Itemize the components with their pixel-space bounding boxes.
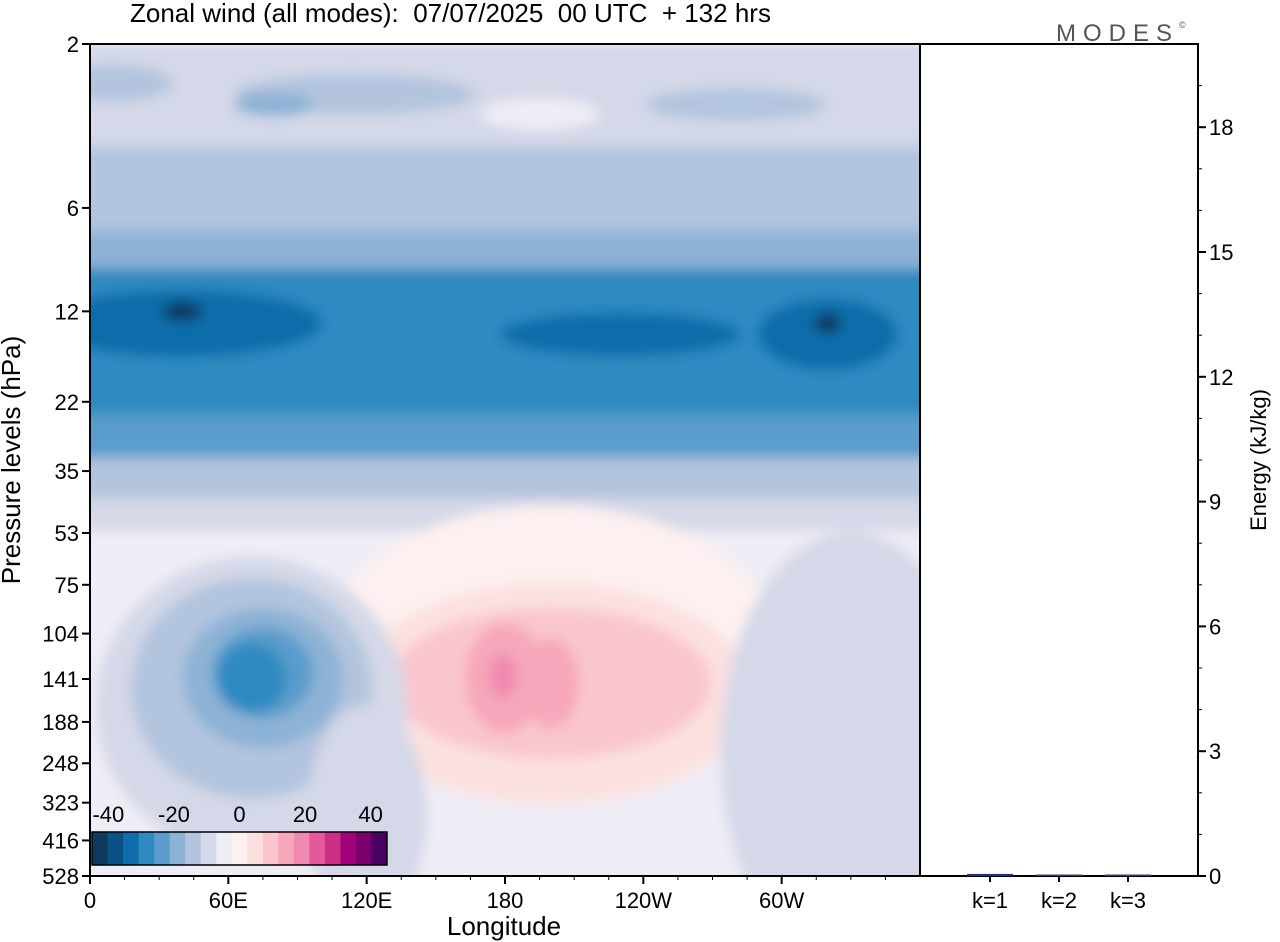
colorbar-swatch xyxy=(324,832,341,865)
colorbar-swatch xyxy=(262,832,279,865)
colorbar-tick-label: 0 xyxy=(233,802,245,827)
colorbar-swatch xyxy=(355,832,372,865)
jet-core-west xyxy=(90,289,323,358)
y-tick-label: 12 xyxy=(55,299,79,324)
colorbar-swatch xyxy=(216,832,233,865)
x-tick-label: 120W xyxy=(615,888,673,913)
energy-tick-label: 0 xyxy=(1209,864,1221,889)
energy-tick-label: 15 xyxy=(1209,240,1233,265)
y-tick-label: 35 xyxy=(55,459,79,484)
jet-core-east xyxy=(757,298,898,371)
y-tick-label: 248 xyxy=(42,751,79,776)
axes: 0 60E 120E 180 120W 60W2612223553751041411882… xyxy=(42,32,1233,913)
energy-panel-frame xyxy=(919,43,1199,877)
chart-title: Zonal wind (all modes): 07/07/2025 00 UT… xyxy=(130,0,771,28)
y-tick-label: 75 xyxy=(55,573,79,598)
band-24-32 xyxy=(90,414,920,458)
energy-category-label: k=1 xyxy=(972,888,1008,913)
y-tick-label: 528 xyxy=(42,864,79,889)
colorbar-tick-label: 20 xyxy=(293,802,317,827)
energy-tick-label: 18 xyxy=(1209,115,1233,140)
energy-category-label: k=3 xyxy=(1110,888,1146,913)
band-32-42 xyxy=(90,457,920,499)
x-tick-label: 0 xyxy=(84,888,96,913)
field-layers xyxy=(90,44,920,876)
energy-axis-label: Energy (kJ/kg) xyxy=(1246,389,1271,531)
x-axis-label: Longitude xyxy=(447,911,561,941)
colorbar-tick-label: -40 xyxy=(92,802,124,827)
colorbar-swatch xyxy=(371,832,388,865)
colorbar-swatch xyxy=(185,832,202,865)
colorbar-swatch xyxy=(92,832,109,865)
colorbar-swatch xyxy=(123,832,140,865)
colorbar: -40 -20 0 20 40 xyxy=(91,802,388,866)
energy-tick-label: 3 xyxy=(1209,739,1221,764)
colorbar-swatch xyxy=(107,832,124,865)
eastern-pale-region xyxy=(720,532,920,876)
x-tick-label: 180 xyxy=(487,888,524,913)
upper-blue-patch xyxy=(90,65,174,102)
upper-blue-patch xyxy=(645,88,826,121)
band-4-7 xyxy=(90,147,920,231)
colorbar-swatch xyxy=(309,832,326,865)
modes-logo: MODES© xyxy=(1056,20,1186,47)
y-axis-label: Pressure levels (hPa) xyxy=(0,336,26,585)
energy-bars: k=1 k=2 k=3 xyxy=(967,873,1151,913)
band-7-9 xyxy=(90,230,920,269)
y-tick-label: 141 xyxy=(42,667,79,692)
y-tick-label: 53 xyxy=(55,521,79,546)
colorbar-swatch xyxy=(169,832,186,865)
colorbar-tick-label: 40 xyxy=(358,802,382,827)
y-tick-label: 323 xyxy=(42,791,79,816)
jet-max-east xyxy=(813,313,842,334)
colorbar-swatch xyxy=(231,832,248,865)
colorbar-swatch xyxy=(340,832,357,865)
energy-bar xyxy=(1036,874,1082,876)
x-tick-label: 60E xyxy=(209,888,248,913)
colorbar-swatch xyxy=(278,832,295,865)
y-tick-label: 188 xyxy=(42,710,79,735)
energy-tick-label: 12 xyxy=(1209,365,1233,390)
x-tick-label: 60W xyxy=(759,888,804,913)
jet-max-west xyxy=(162,301,203,322)
westerly-max xyxy=(523,638,580,729)
x-tick-label: 120E xyxy=(341,888,392,913)
colorbar-swatch xyxy=(293,832,310,865)
colorbar-swatch xyxy=(138,832,155,865)
energy-tick-label: 9 xyxy=(1209,490,1221,515)
y-tick-label: 22 xyxy=(55,390,79,415)
upper-blue-patch xyxy=(234,92,315,117)
y-tick-label: 416 xyxy=(42,828,79,853)
y-tick-label: 6 xyxy=(67,196,79,221)
energy-tick-label: 6 xyxy=(1209,614,1221,639)
upper-pale-patch xyxy=(479,98,600,131)
energy-bar xyxy=(967,873,1013,876)
jet-core-mid xyxy=(500,312,741,357)
westerly-max xyxy=(603,637,684,718)
y-tick-label: 2 xyxy=(67,32,79,57)
colorbar-frame xyxy=(91,831,388,866)
colorbar-tick-label: -20 xyxy=(158,802,190,827)
colorbar-swatch xyxy=(200,832,217,865)
westerly-peak xyxy=(488,653,517,698)
y-tick-label: 104 xyxy=(42,622,79,647)
easterly-max xyxy=(216,642,287,713)
energy-category-label: k=2 xyxy=(1041,888,1077,913)
energy-bar xyxy=(1105,874,1151,876)
wind-contour-field xyxy=(90,44,920,876)
colorbar-swatch xyxy=(154,832,171,865)
colorbar-swatch xyxy=(247,832,264,865)
